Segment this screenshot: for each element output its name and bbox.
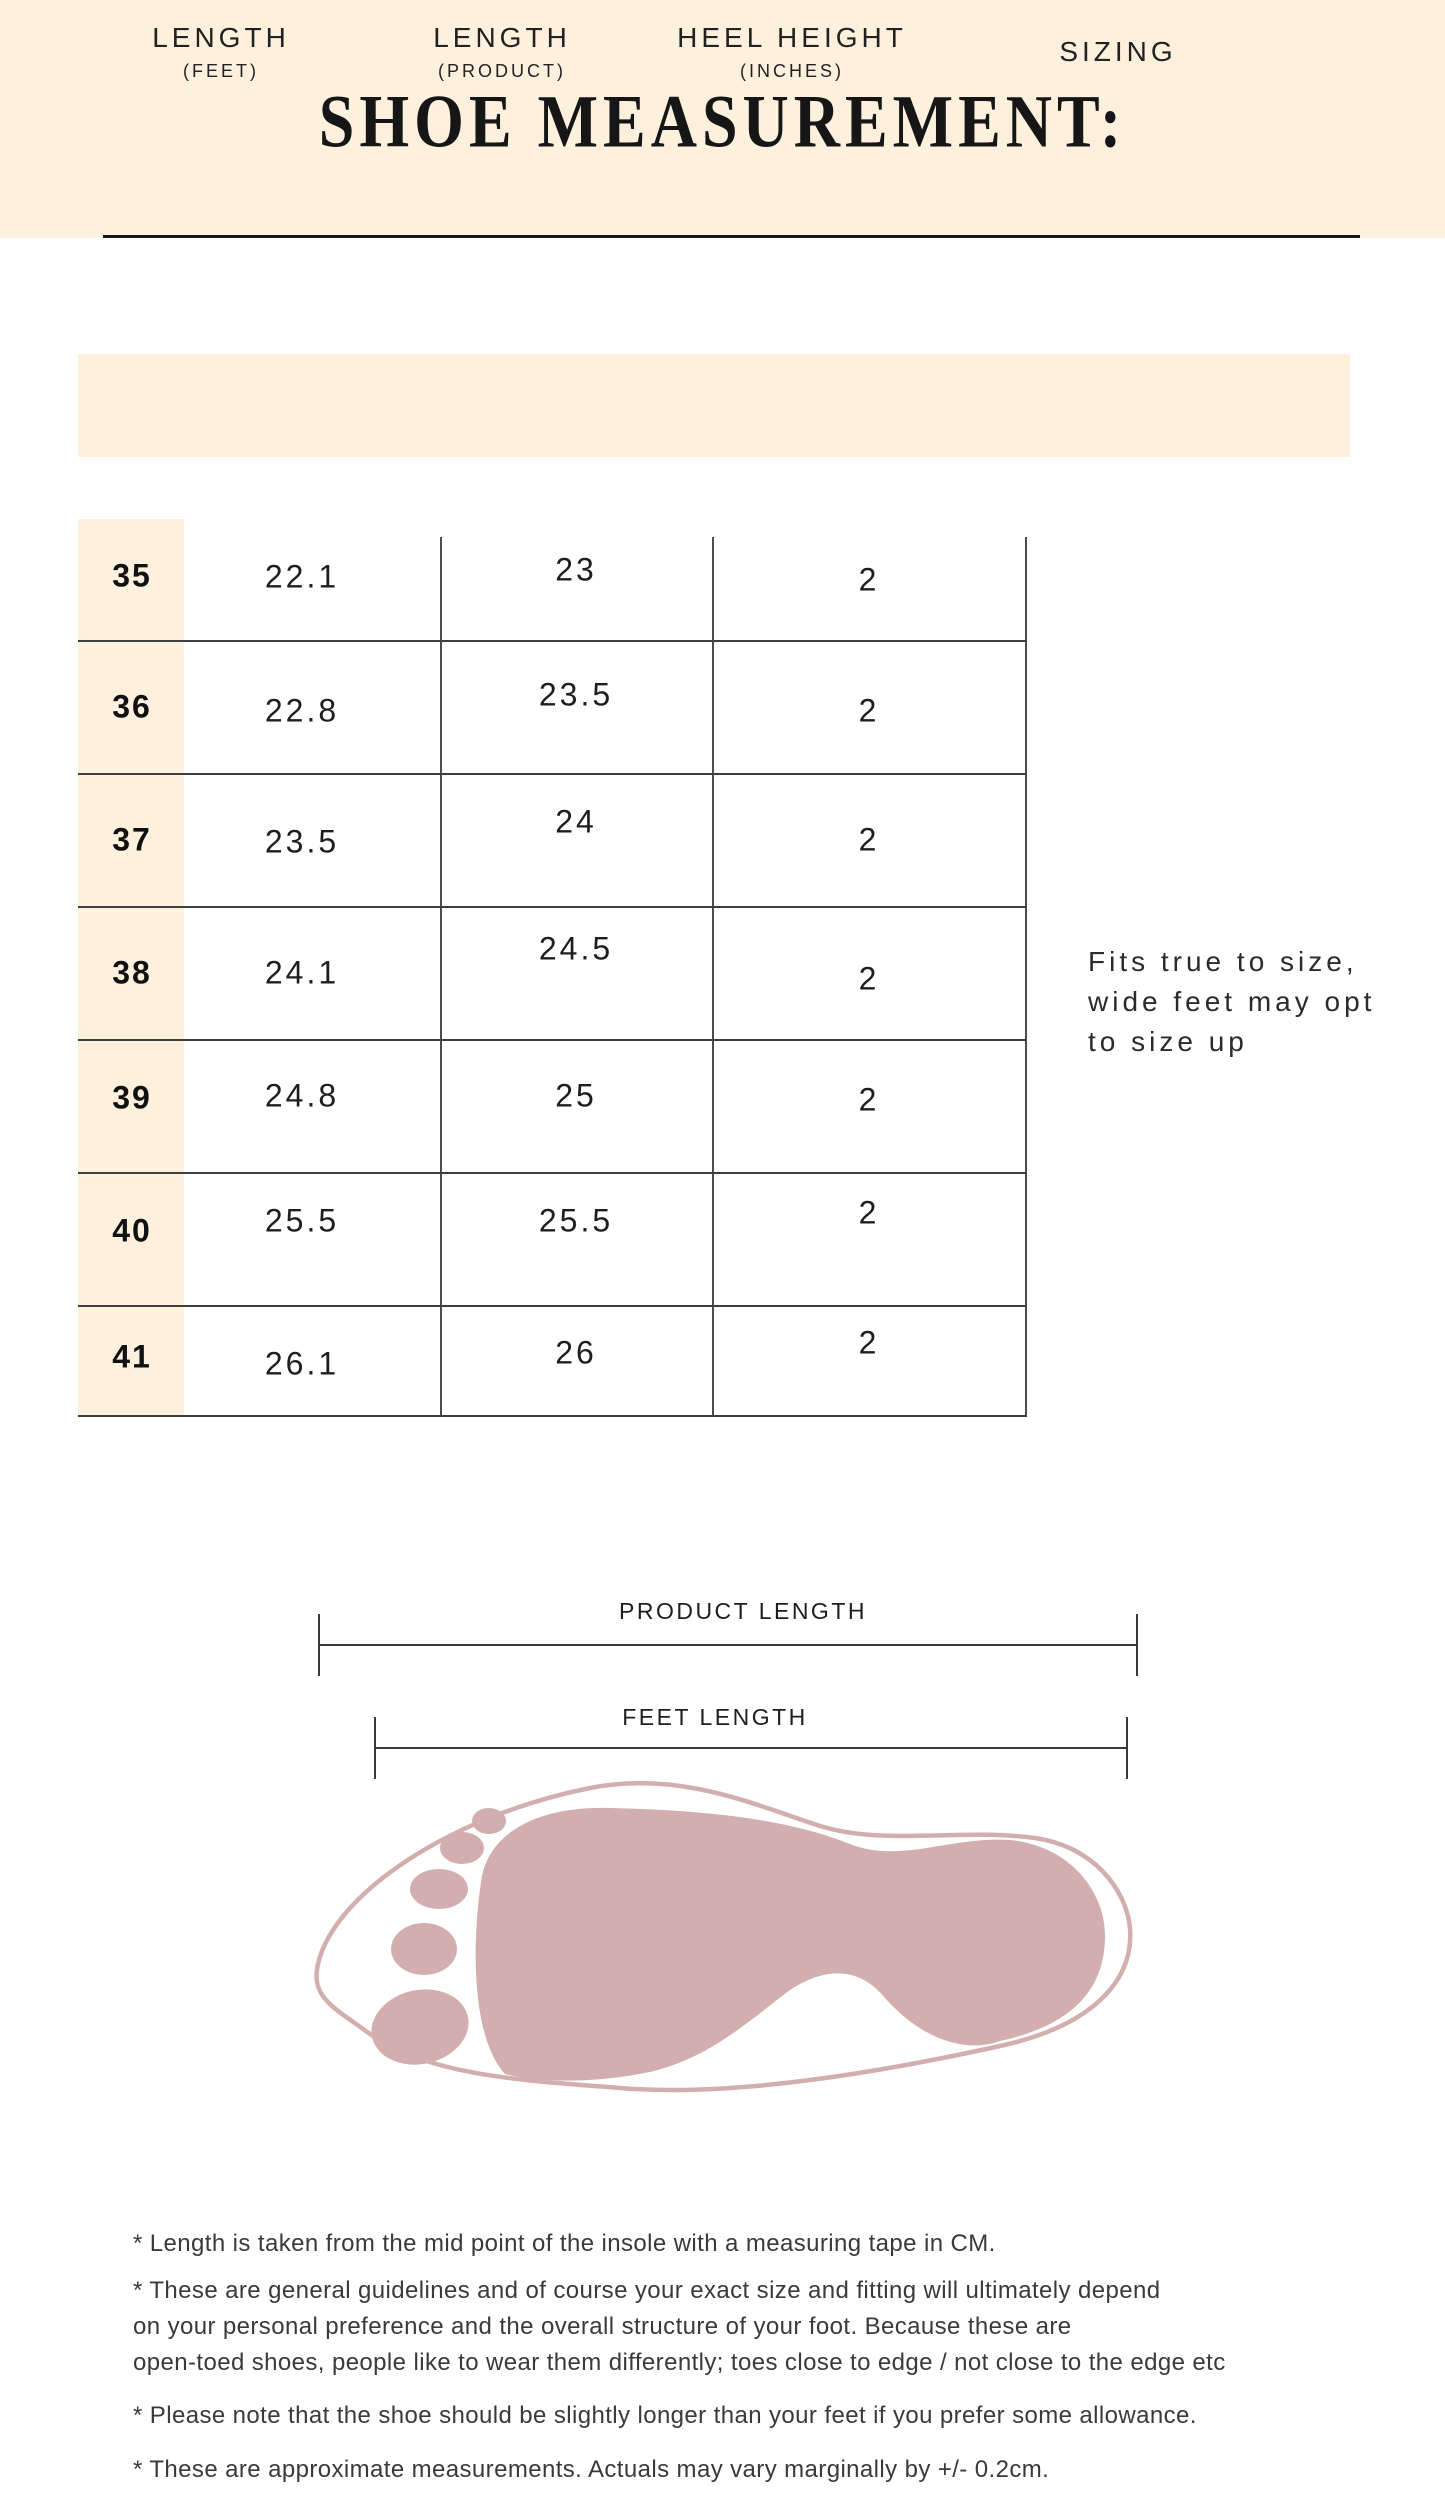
column-header-sublabel: (INCHES) [739,60,844,81]
big-toe-dot [371,1989,469,2065]
table-row-divider [78,1039,1027,1041]
table-cell-heel: 2 [858,1324,880,1361]
feet-length-line [374,1747,1128,1749]
table-cell-heel: 2 [858,1081,880,1117]
row-size-label: 39 [112,1079,152,1115]
feet-length-tick-left [374,1717,376,1779]
table-cell-heel: 2 [858,692,880,728]
insole-outline [314,1780,1133,2093]
table-row-divider [78,640,1027,642]
table-cell-heel: 2 [858,821,880,857]
toe-dot [391,1923,457,1975]
table-cell-product: 25.5 [538,1202,614,1238]
sizing-note-line: wide feet may opt [1088,986,1376,1017]
size-column-background [78,519,184,1417]
footnote: * Length is taken from the mid point of … [133,2226,996,2262]
table-cell-feet: 23.5 [264,823,340,859]
table-cell-product: 25 [555,1077,597,1113]
footnote: * These are general guidelines and of co… [133,2273,1226,2381]
column-header-heel-height: HEEL HEIGHT (INCHES) [677,0,907,103]
column-header-length-product: LENGTH (PRODUCT) [433,0,571,103]
toe-dot [440,1832,484,1864]
product-length-label: PRODUCT LENGTH [619,1598,867,1624]
table-row-divider [78,1172,1027,1174]
table-cell-feet: 24.1 [264,954,340,990]
table-column-divider [440,537,442,1417]
footnote-line: open-toed shoes, people like to wear the… [133,2349,1226,2376]
row-size-label: 35 [112,557,152,593]
row-size-label: 40 [112,1212,152,1248]
table-cell-feet: 22.8 [264,692,340,728]
table-cell-product: 26 [555,1334,597,1371]
column-header-length-feet: LENGTH (FEET) [152,0,290,103]
page-title: SHOE MEASUREMENT: [318,79,1127,163]
table-row-divider [78,906,1027,908]
product-length-tick-right [1136,1614,1138,1676]
sizing-note-line: to size up [1088,1026,1248,1057]
footnote-line: * These are approximate measurements. Ac… [133,2456,1050,2483]
footnote-line: on your personal preference and the over… [133,2313,1072,2340]
sizing-note: Fits true to size, wide feet may opt to … [1088,942,1375,1062]
row-size-label: 36 [112,688,152,724]
sole-print [475,1807,1105,2081]
title-underline [103,235,1360,238]
table-row-divider [78,1305,1027,1307]
table-cell-product: 24 [555,803,597,839]
row-size-label: 37 [112,821,152,857]
footnote-line: * These are general guidelines and of co… [133,2277,1161,2304]
footprint-illustration [314,1780,1133,2093]
table-cell-feet: 25.5 [264,1202,340,1238]
sizing-note-line: Fits true to size, [1088,946,1358,977]
table-row-divider [78,773,1027,775]
feet-length-tick-right [1126,1717,1128,1779]
table-cell-feet: 26.1 [264,1345,340,1382]
table-cell-heel: 2 [858,561,880,597]
table-cell-product: 24.5 [538,930,614,966]
product-length-line [318,1644,1138,1646]
table-cell-heel: 2 [858,1194,880,1230]
table-cell-feet: 24.8 [264,1077,340,1113]
table-column-divider [712,537,714,1417]
title-band [0,0,1445,238]
table-cell-product: 23 [555,551,597,587]
column-header-sublabel: (PRODUCT) [437,60,566,81]
column-header-sizing: SIZING [1059,0,1176,103]
footnote-line: * Length is taken from the mid point of … [133,2230,996,2257]
footnote: * Please note that the shoe should be sl… [133,2398,1197,2434]
table-bottom-border [78,1415,1027,1417]
column-header-label: LENGTH [433,21,571,53]
table-cell-product: 23.5 [538,676,614,712]
row-size-label: 38 [112,954,152,990]
size-table: 35 22.1 23 2 36 22.8 23.5 2 37 23.5 24 2 38 24.1 24.5 2… [78,519,1027,1417]
table-cell-heel: 2 [858,960,880,996]
footnote: * These are approximate measurements. Ac… [133,2452,1049,2488]
column-header-sublabel: (FEET) [182,60,259,81]
table-header-band [78,354,1350,457]
toe-dot [410,1869,468,1909]
column-header-label: HEEL HEIGHT [677,21,907,53]
column-header-label: SIZING [1059,35,1177,67]
feet-length-label: FEET LENGTH [622,1704,808,1730]
row-size-label: 41 [112,1338,152,1375]
column-header-label: LENGTH [152,21,290,53]
table-column-divider [1025,537,1027,1417]
toe-dot [472,1808,506,1834]
table-cell-feet: 22.1 [264,558,340,594]
product-length-tick-left [318,1614,320,1676]
footnote-line: * Please note that the shoe should be sl… [133,2402,1197,2429]
